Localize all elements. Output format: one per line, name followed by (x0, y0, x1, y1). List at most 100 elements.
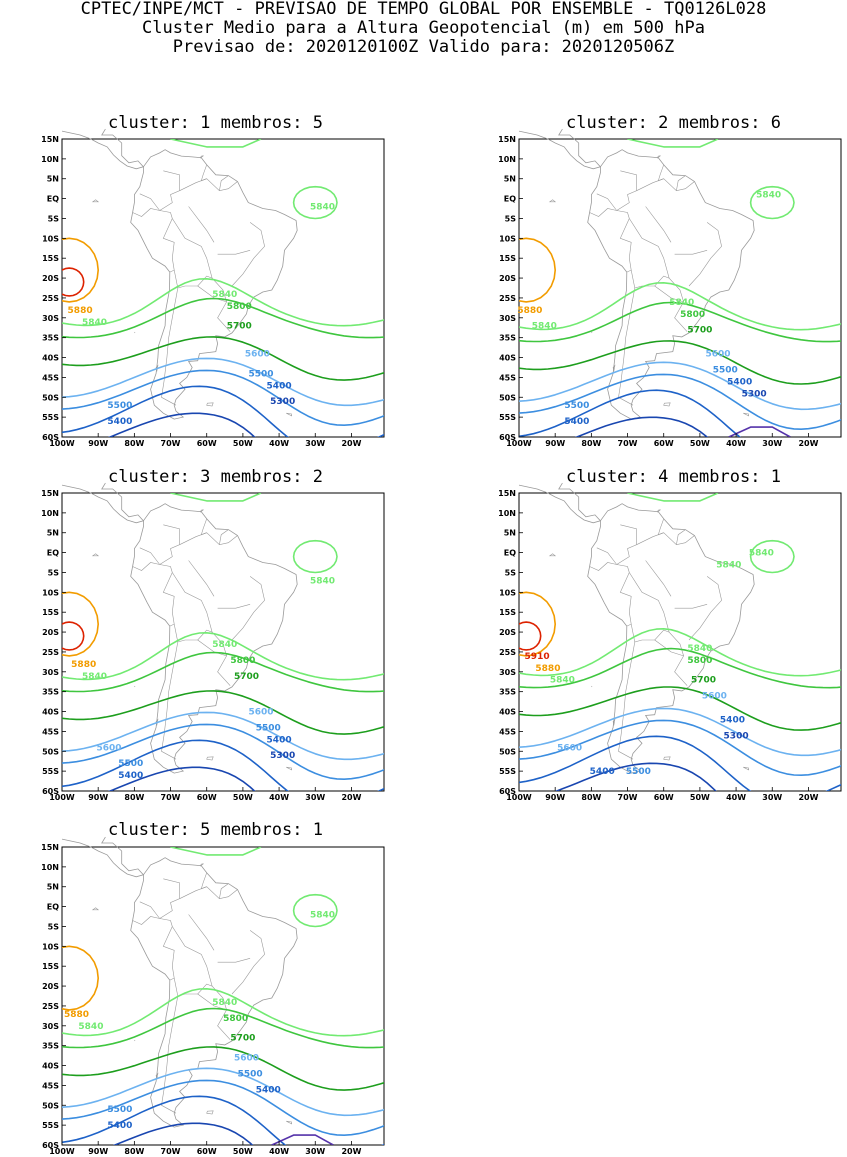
lat-tick-label: 5N (47, 883, 59, 892)
country-border (173, 624, 213, 643)
lat-tick-label: 20S (42, 274, 59, 283)
island (206, 1110, 214, 1115)
country-border (217, 958, 251, 963)
map-frame (518, 492, 842, 792)
contour-label: 5600 (234, 1054, 259, 1064)
country-border (159, 918, 173, 927)
lat-tick-label: 30S (499, 668, 516, 677)
country-border (132, 208, 160, 217)
country-border (589, 208, 617, 217)
lat-tick-label: 35S (42, 688, 59, 697)
panel-title-2: cluster: 2 membros: 6 (566, 113, 781, 133)
contour-5840 (170, 847, 262, 856)
contour-label: 5880 (71, 660, 96, 670)
lon-tick-label: 30W (762, 793, 782, 802)
country-border (179, 178, 238, 192)
lon-tick-label: 40W (726, 793, 746, 802)
country-border (217, 604, 251, 609)
lat-tick-label: 15N (498, 489, 516, 498)
contour-label: 5400 (727, 377, 752, 387)
lon-tick-label: 20W (341, 793, 361, 802)
contour-label: 5600 (248, 708, 273, 718)
contour-5880 (62, 237, 99, 303)
contour-label: 5840 (756, 191, 781, 201)
contour-5840 (519, 282, 841, 331)
lat-tick-label: 10S (42, 942, 59, 951)
lat-tick-label: 25S (42, 648, 59, 657)
contour-5500 (62, 369, 384, 426)
island (548, 199, 557, 203)
country-border (219, 883, 229, 899)
lat-tick-label: 15N (498, 135, 516, 144)
island (743, 766, 749, 771)
lat-tick-label: 40S (499, 708, 516, 717)
lon-tick-label: 60W (197, 439, 217, 448)
country-border (200, 518, 207, 536)
contour-label: 5840 (310, 911, 335, 921)
contour-5600 (62, 711, 384, 761)
central-america-coast (61, 836, 145, 878)
lat-tick-label: 15S (42, 254, 59, 263)
contour-label: 5700 (227, 322, 252, 332)
contour-5200 (271, 1134, 334, 1145)
contour-label: 5300 (270, 397, 295, 407)
lon-tick-label: 90W (88, 793, 108, 802)
contour-5400 (519, 389, 741, 437)
contour-label: 5840 (82, 672, 107, 682)
contour-label: 5500 (238, 1069, 263, 1079)
contour-label: 5500 (564, 401, 589, 411)
lon-tick-label: 50W (690, 793, 710, 802)
contour-5800 (519, 301, 841, 343)
contour-5840 (292, 185, 338, 220)
lon-tick-label: 20W (798, 439, 818, 448)
contour-label: 5400 (590, 767, 615, 777)
lat-tick-label: EQ (47, 549, 59, 558)
contour-label: 5800 (223, 1014, 248, 1024)
country-border (200, 164, 207, 182)
lon-tick-label: 70W (161, 793, 181, 802)
lon-tick-label: 100W (49, 793, 75, 802)
contour-5840 (170, 493, 262, 502)
contour-label: 5800 (230, 656, 255, 666)
country-border (161, 287, 179, 406)
lat-tick-label: 55S (499, 767, 516, 776)
contour-label: 5600 (557, 743, 582, 753)
contour-5700 (62, 336, 384, 381)
country-border (159, 564, 173, 573)
lat-tick-label: 10N (41, 863, 59, 872)
central-america-coast (518, 128, 602, 170)
contour-label: 5600 (705, 350, 730, 360)
lon-tick-label: 80W (581, 439, 601, 448)
lon-tick-label: 70W (161, 439, 181, 448)
lon-tick-label: 100W (49, 439, 75, 448)
country-border (188, 560, 215, 597)
lat-tick-label: 50S (42, 393, 59, 402)
contour-5840 (627, 139, 719, 148)
map-frame (61, 138, 385, 438)
island (612, 364, 616, 372)
contour-layer (519, 139, 841, 437)
lat-tick-label: 10S (42, 234, 59, 243)
lon-tick-label: 40W (269, 793, 289, 802)
lat-tick-label: 50S (499, 393, 516, 402)
lat-tick-label: 55S (42, 413, 59, 422)
country-border (231, 930, 265, 995)
lat-tick-label: 50S (42, 747, 59, 756)
contour-5500 (62, 1079, 384, 1136)
map-panel-5: 5840 5840 5880 5840 5800 5700 5600 5500 5400 5500… (41, 836, 385, 1156)
contour-label: 5500 (713, 365, 738, 375)
lat-tick-label: 20S (42, 628, 59, 637)
lon-tick-label: 50W (233, 1147, 253, 1156)
country-border (596, 547, 617, 565)
country-border (161, 995, 179, 1114)
country-border (645, 206, 672, 243)
country-border (619, 218, 632, 273)
country-border (616, 210, 630, 219)
contour-label: 5400 (256, 1085, 281, 1095)
lon-tick-label: 90W (545, 439, 565, 448)
lat-tick-label: 40S (42, 708, 59, 717)
country-border (674, 604, 708, 609)
lon-tick-label: 90W (545, 793, 565, 802)
country-border (139, 547, 160, 565)
contour-label: 5840 (669, 298, 694, 308)
